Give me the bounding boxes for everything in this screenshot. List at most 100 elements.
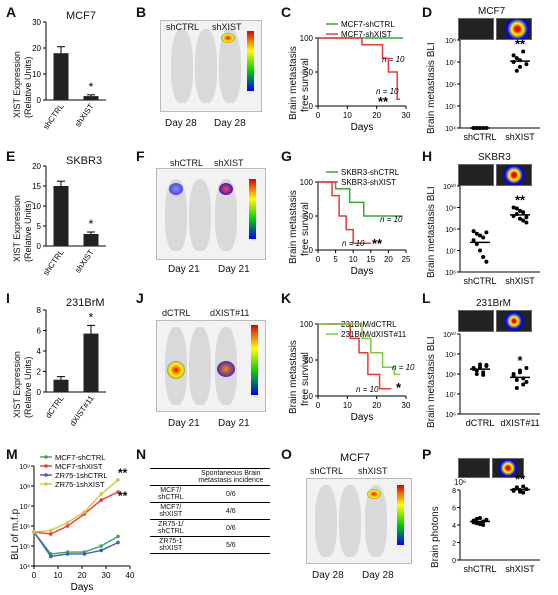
data-point — [116, 540, 120, 545]
x-tick-label: 15 — [366, 255, 375, 264]
panel-l-brain-image-ctrl — [458, 310, 494, 332]
legend-label: MCF7-shXIST — [341, 30, 392, 39]
y-tick-label: 10⁸ — [19, 484, 30, 491]
significance-marker: ** — [118, 466, 128, 480]
data-point — [511, 205, 516, 210]
legend-marker — [44, 455, 48, 459]
bar — [53, 53, 69, 100]
data-point — [65, 552, 70, 556]
legend-marker — [44, 473, 48, 477]
y-tick-label: 10⁹ — [445, 206, 456, 213]
significance-marker: ** — [515, 193, 526, 208]
panel-letter-j: J — [136, 290, 144, 306]
data-point — [518, 370, 522, 375]
y-tick-label: 10⁶ — [445, 82, 456, 89]
legend-label: SKBR3-shCTRL — [341, 168, 400, 177]
data-point — [518, 216, 522, 221]
panel-d-scatter-chart: 10⁴ 10⁵ 10⁶ 10⁷ 10⁸ shCTRL shXIST ** — [445, 37, 540, 142]
data-point — [82, 510, 87, 514]
panel-b-mouse-image — [160, 20, 262, 112]
y-tick-label: 8 — [37, 306, 42, 315]
n-label: n = 10 — [382, 55, 405, 64]
panel-letter-d: D — [422, 4, 433, 20]
x-tick-label: 20 — [78, 571, 87, 580]
y-tick-label: 10⁸ — [445, 227, 456, 234]
data-point — [116, 490, 120, 494]
legend-marker — [44, 482, 48, 486]
survival-line — [318, 323, 401, 376]
significance-marker: ** — [118, 489, 128, 503]
x-tick-label: 0 — [316, 401, 321, 410]
y-tick-label: 6 — [452, 506, 456, 513]
y-tick-label: 10⁹ — [445, 352, 456, 359]
y-tick-label: 10⁵ — [19, 544, 30, 551]
data-point — [116, 534, 120, 539]
panel-i-cell-line: 231BrM — [66, 297, 105, 309]
data-point — [521, 210, 526, 215]
panel-o-label-2: shXIST — [358, 466, 388, 476]
significance-marker: ** — [372, 236, 383, 251]
mouse-2 — [189, 179, 211, 251]
y-tick-label: 0 — [37, 96, 42, 105]
panel-o-mouse-image — [306, 478, 412, 564]
mouse-2 — [189, 327, 211, 405]
data-point — [481, 254, 486, 259]
x-axis-label: Days — [351, 266, 374, 277]
y-tick-label: 10¹⁰ — [443, 183, 456, 191]
data-point — [481, 523, 486, 527]
data-point — [478, 365, 482, 370]
x-tick-label: 0 — [32, 571, 37, 580]
data-point — [478, 248, 482, 253]
y-tick-label: 10⁷ — [20, 504, 31, 511]
bli-color-scale — [249, 179, 256, 239]
x-tick-label: shXIST — [505, 276, 535, 286]
panel-k-survival-chart: 0 50 100 0 10 20 30 Days 231BrM/dCTRL231BrM/dXIS… — [300, 320, 415, 423]
panel-b-label-1: shCTRL — [166, 22, 200, 32]
x-tick-label: 10 — [343, 111, 352, 120]
panel-g-survival-chart: 0 50 100 0 5 10 15 20 25 Days SKBR3-shCTRLSKBR3-sh… — [300, 168, 411, 277]
mouse-1 — [315, 485, 337, 557]
y-tick-label: 10⁷ — [446, 392, 457, 399]
significance-marker: * — [89, 80, 94, 94]
y-tick-label: 10⁸ — [445, 38, 456, 45]
bli-color-scale — [251, 325, 258, 395]
bar — [53, 186, 69, 246]
significance-marker: * — [396, 380, 402, 395]
x-tick-label: shCTRL — [463, 564, 496, 574]
data-point — [474, 516, 479, 521]
panel-b-day-1: Day 28 — [165, 118, 197, 129]
survival-line — [318, 323, 392, 390]
survival-line — [318, 37, 401, 100]
y-tick-label: 10⁴ — [19, 564, 30, 571]
y-tick-label: 20 — [32, 162, 41, 171]
panel-d-brain-image-ctrl — [458, 18, 494, 40]
x-tick-label: 0 — [316, 111, 321, 120]
y-tick-label: 10 — [32, 202, 41, 211]
data-point — [514, 385, 519, 390]
data-point — [474, 231, 479, 236]
panel-f-day-1: Day 21 — [168, 264, 200, 275]
panel-letter-p: P — [422, 446, 432, 462]
n-label: n = 10 — [356, 385, 379, 394]
bli-signal — [169, 183, 183, 195]
y-tick-label: 100 — [300, 34, 314, 43]
data-point — [478, 516, 482, 520]
bli-color-scale — [397, 485, 404, 545]
y-tick-label: 0 — [37, 242, 42, 251]
data-point — [521, 484, 526, 489]
survival-line — [318, 181, 371, 244]
legend-label: 231BrM/dCTRL — [341, 320, 397, 329]
data-point — [471, 238, 476, 243]
x-tick-label: shCTRL — [463, 276, 496, 286]
data-point — [478, 522, 482, 527]
x-tick-label: 20 — [372, 401, 381, 410]
data-point — [521, 218, 526, 223]
panel-letter-k: K — [281, 290, 292, 306]
y-tick-label: 10⁷ — [446, 60, 457, 67]
y-tick-label: 4 — [452, 523, 456, 530]
y-tick-label: 0 — [452, 558, 456, 565]
x-tick-label: 40 — [126, 571, 135, 580]
bli-signal — [367, 489, 381, 499]
